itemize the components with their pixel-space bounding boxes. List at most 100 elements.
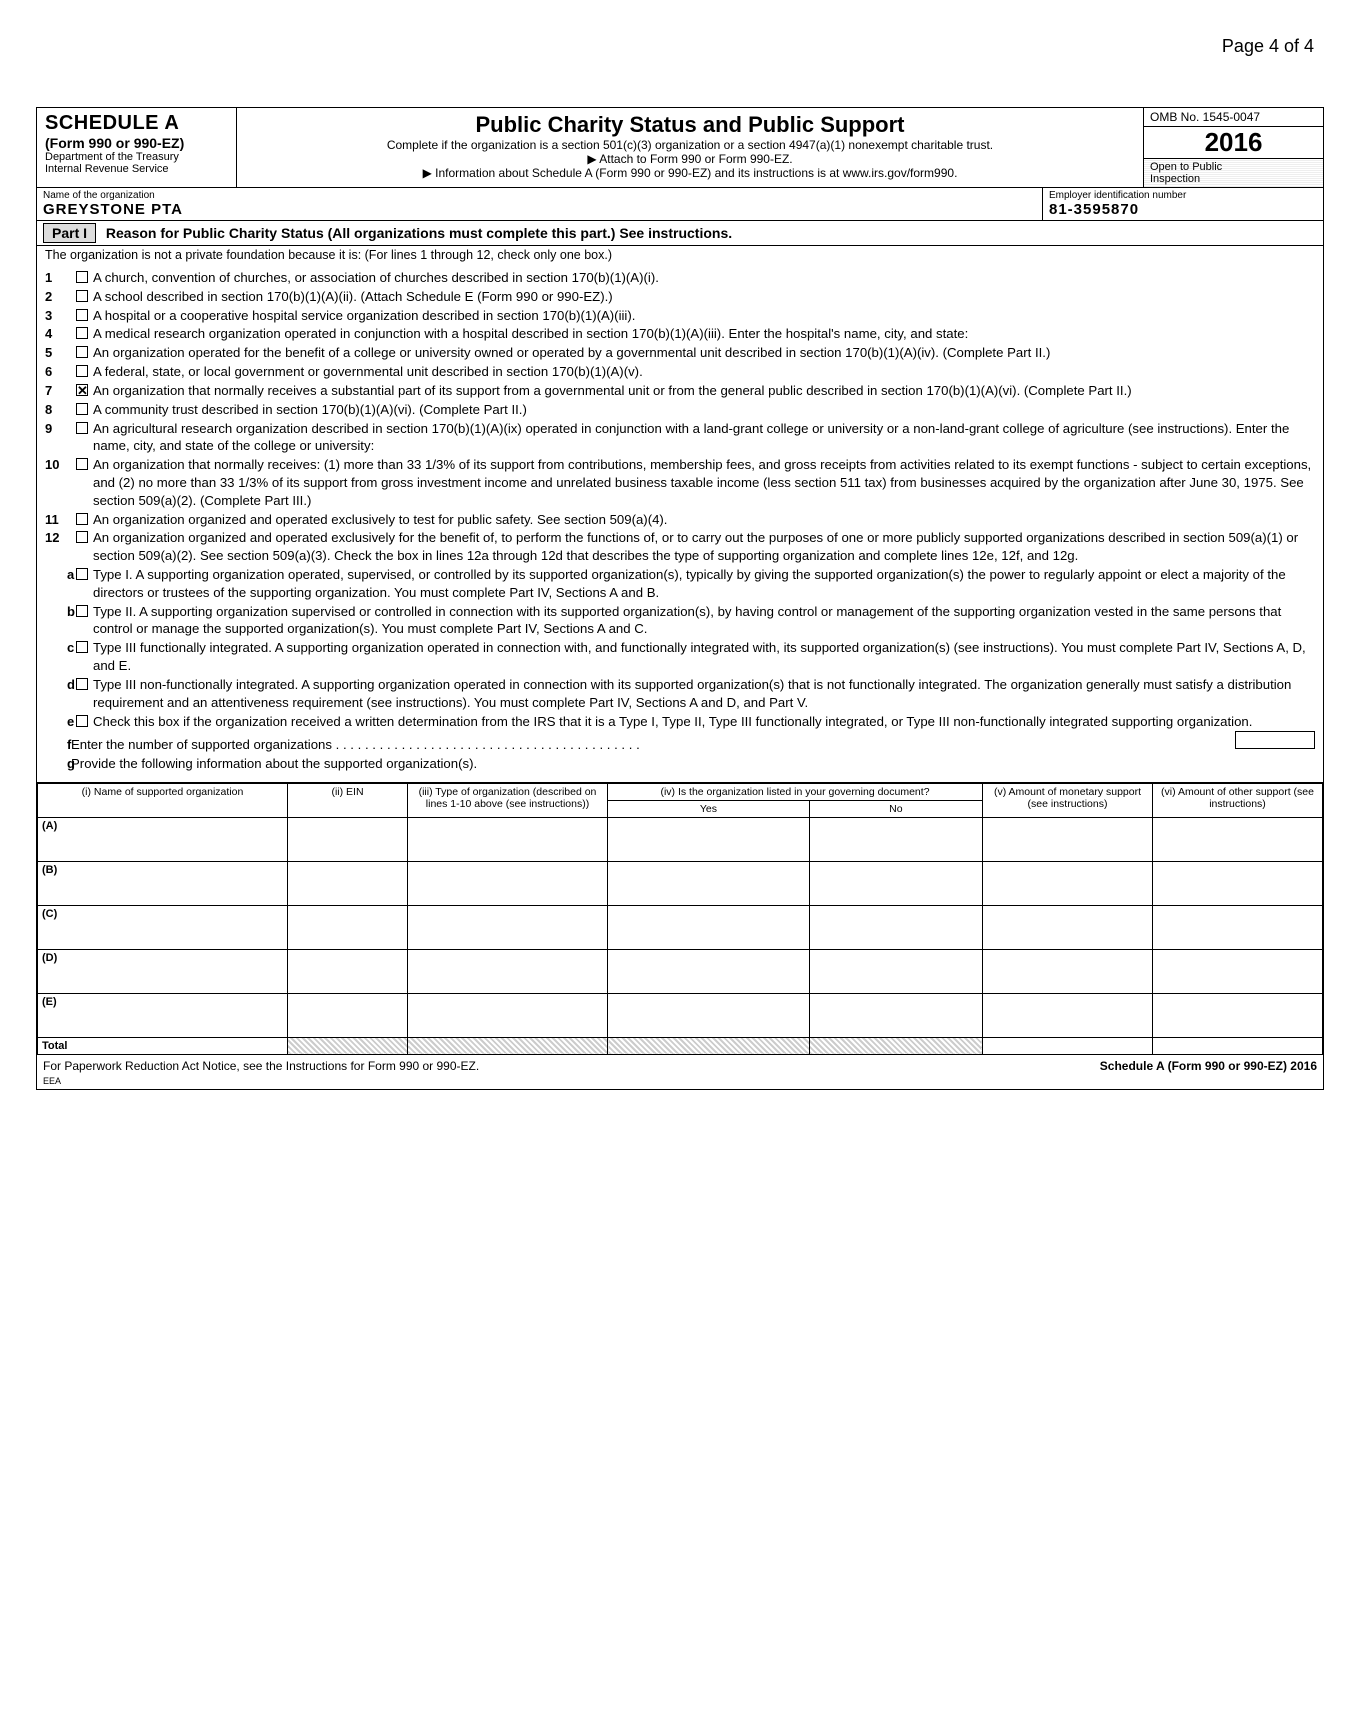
line-text: A community trust described in section 1… — [93, 401, 1315, 419]
main-title: Public Charity Status and Public Support — [247, 112, 1133, 138]
checkbox-5[interactable] — [71, 344, 93, 362]
checkbox-2[interactable] — [71, 288, 93, 306]
tax-year: 2016 — [1144, 127, 1323, 159]
header-right: OMB No. 1545-0047 2016 Open to Public In… — [1143, 108, 1323, 187]
col-vi: (vi) Amount of other support (see instru… — [1153, 783, 1323, 817]
cell[interactable] — [608, 861, 810, 905]
table-row: (D) — [38, 949, 1323, 993]
cell[interactable] — [408, 905, 608, 949]
cell[interactable] — [809, 905, 982, 949]
cell[interactable] — [608, 817, 810, 861]
subtitle-2: ▶ Attach to Form 990 or Form 990-EZ. — [247, 152, 1133, 166]
cell[interactable] — [288, 993, 408, 1037]
cell[interactable] — [408, 861, 608, 905]
line-sub: g — [45, 755, 71, 773]
line-7: 7 An organization that normally receives… — [45, 382, 1315, 400]
footer: For Paperwork Reduction Act Notice, see … — [37, 1055, 1323, 1089]
checkbox-11[interactable] — [71, 511, 93, 529]
supported-org-table: (i) Name of supported organization (ii) … — [37, 782, 1323, 1055]
line-num: 10 — [45, 456, 71, 474]
cell[interactable] — [608, 949, 810, 993]
line-text: An organization organized and operated e… — [93, 511, 1315, 529]
line-4: 4 A medical research organization operat… — [45, 325, 1315, 343]
line-num: 6 — [45, 363, 71, 381]
ein-label: Employer identification number — [1049, 190, 1317, 201]
checkbox-4[interactable] — [71, 325, 93, 343]
line-text: A federal, state, or local government or… — [93, 363, 1315, 381]
checkbox-7[interactable] — [71, 382, 93, 400]
col-ii: (ii) EIN — [288, 783, 408, 817]
part-label: Part I — [43, 223, 96, 243]
checkbox-3[interactable] — [71, 307, 93, 325]
cell[interactable] — [983, 949, 1153, 993]
line-num: 5 — [45, 344, 71, 362]
cell[interactable] — [1153, 949, 1323, 993]
line-num: 8 — [45, 401, 71, 419]
cell[interactable] — [1153, 993, 1323, 1037]
header-row: SCHEDULE A (Form 990 or 990-EZ) Departme… — [37, 108, 1323, 188]
supported-count-box[interactable] — [1235, 731, 1315, 749]
cell[interactable] — [288, 861, 408, 905]
line-text: An organization that normally receives: … — [93, 456, 1315, 509]
cell[interactable] — [983, 861, 1153, 905]
subtitle-1: Complete if the organization is a sectio… — [247, 138, 1133, 152]
cell[interactable] — [983, 817, 1153, 861]
checkbox-6[interactable] — [71, 363, 93, 381]
checkbox-1[interactable] — [71, 269, 93, 287]
line-2: 2 A school described in section 170(b)(1… — [45, 288, 1315, 306]
cell[interactable] — [983, 993, 1153, 1037]
cell[interactable] — [408, 949, 608, 993]
row-label: (C) — [38, 905, 288, 949]
cell[interactable] — [809, 949, 982, 993]
table-row: (E) — [38, 993, 1323, 1037]
line-sub: a — [45, 566, 71, 584]
line-num: 11 — [45, 511, 71, 529]
cell[interactable] — [608, 905, 810, 949]
cell[interactable] — [408, 817, 608, 861]
total-cell[interactable] — [1153, 1037, 1323, 1054]
omb-number: OMB No. 1545-0047 — [1144, 108, 1323, 127]
cell[interactable] — [983, 905, 1153, 949]
checkbox-12e[interactable] — [71, 713, 93, 731]
line-num: 3 — [45, 307, 71, 325]
checkbox-12d[interactable] — [71, 676, 93, 694]
checkbox-12[interactable] — [71, 529, 93, 547]
table-row: (B) — [38, 861, 1323, 905]
cell[interactable] — [408, 993, 608, 1037]
row-label: (E) — [38, 993, 288, 1037]
cell[interactable] — [288, 949, 408, 993]
line-11: 11 An organization organized and operate… — [45, 511, 1315, 529]
cell[interactable] — [1153, 817, 1323, 861]
org-name-value: GREYSTONE PTA — [43, 201, 1036, 218]
cell[interactable] — [809, 993, 982, 1037]
cell[interactable] — [809, 817, 982, 861]
checkbox-8[interactable] — [71, 401, 93, 419]
checkbox-9[interactable] — [71, 420, 93, 438]
cell[interactable] — [288, 905, 408, 949]
line-12e: e Check this box if the organization rec… — [45, 713, 1315, 731]
cell[interactable] — [809, 861, 982, 905]
col-iii: (iii) Type of organization (described on… — [408, 783, 608, 817]
checkbox-12b[interactable] — [71, 603, 93, 621]
line-sub: e — [45, 713, 71, 731]
cell[interactable] — [608, 993, 810, 1037]
cell[interactable] — [1153, 905, 1323, 949]
form-container: SCHEDULE A (Form 990 or 990-EZ) Departme… — [36, 107, 1324, 1090]
cell[interactable] — [1153, 861, 1323, 905]
col-iv-no: No — [809, 800, 982, 817]
line-text: A church, convention of churches, or ass… — [93, 269, 1315, 287]
line-text: Provide the following information about … — [71, 755, 1315, 773]
table-row: (A) — [38, 817, 1323, 861]
eea: EEA — [43, 1076, 61, 1086]
checkbox-10[interactable] — [71, 456, 93, 474]
line-8: 8 A community trust described in section… — [45, 401, 1315, 419]
total-cell[interactable] — [983, 1037, 1153, 1054]
line-10: 10 An organization that normally receive… — [45, 456, 1315, 509]
schedule-label: SCHEDULE A — [45, 112, 228, 135]
checkbox-12c[interactable] — [71, 639, 93, 657]
checkbox-12a[interactable] — [71, 566, 93, 584]
header-center: Public Charity Status and Public Support… — [237, 108, 1143, 187]
line-5: 5 An organization operated for the benef… — [45, 344, 1315, 362]
line-num: 12 — [45, 529, 71, 547]
cell[interactable] — [288, 817, 408, 861]
